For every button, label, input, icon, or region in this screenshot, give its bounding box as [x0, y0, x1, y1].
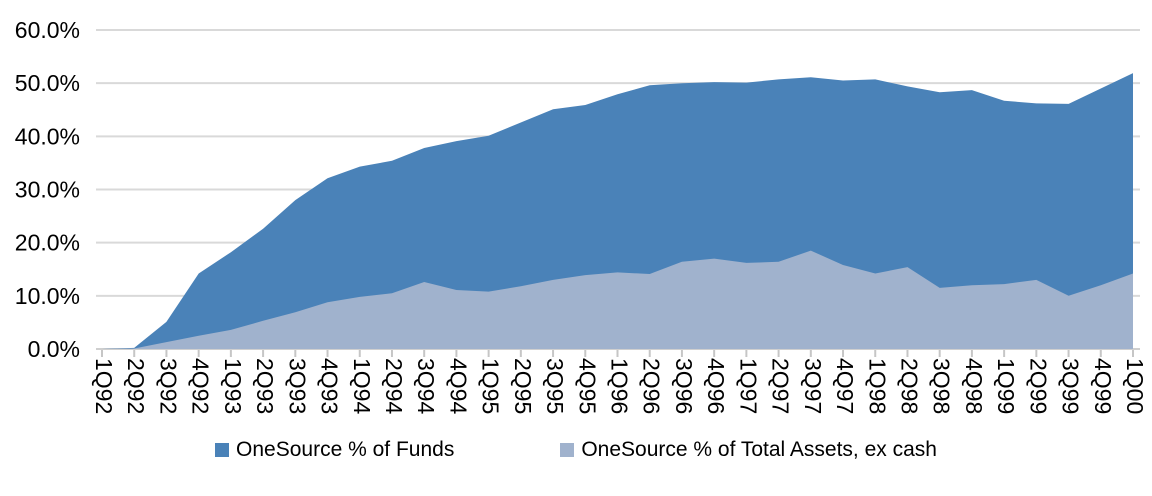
- area-assets: [102, 250, 1133, 349]
- x-axis-label: 3Q95: [542, 358, 568, 414]
- y-axis-label: 40.0%: [15, 123, 80, 149]
- y-axis-label: 0.0%: [28, 336, 80, 362]
- x-axis-label: 4Q94: [445, 358, 471, 414]
- x-axis-label: 2Q92: [123, 358, 149, 414]
- x-axis-label: 3Q94: [413, 358, 439, 414]
- x-axis-label: 2Q98: [896, 358, 922, 414]
- legend-label-assets: OneSource % of Total Assets, ex cash: [581, 438, 937, 461]
- y-axis-label: 30.0%: [15, 177, 80, 203]
- x-axis-label: 2Q94: [381, 358, 407, 414]
- x-axis-label: 3Q96: [671, 358, 697, 414]
- x-axis-label: 1Q95: [478, 358, 504, 414]
- chart-legend: OneSource % of Funds OneSource % of Tota…: [0, 438, 1152, 462]
- x-axis-label: 4Q99: [1090, 358, 1116, 414]
- x-axis-label: 1Q94: [349, 358, 375, 414]
- legend-swatch-funds: [215, 443, 230, 457]
- x-axis-label: 1Q93: [220, 358, 246, 414]
- x-axis-label: 1Q92: [91, 358, 117, 414]
- y-axis-label: 60.0%: [15, 17, 80, 43]
- x-axis-label: 3Q92: [155, 358, 181, 414]
- x-axis-label: 1Q96: [607, 358, 633, 414]
- x-axis-label: 4Q95: [574, 358, 600, 414]
- y-axis-label: 50.0%: [15, 70, 80, 96]
- x-axis-label: 1Q98: [864, 358, 890, 414]
- x-axis-label: 4Q98: [961, 358, 987, 414]
- y-axis-label: 10.0%: [15, 283, 80, 309]
- x-axis-label: 1Q97: [735, 358, 761, 414]
- x-axis-label: 2Q97: [768, 358, 794, 414]
- legend-swatch-assets: [560, 443, 575, 457]
- x-axis-label: 3Q98: [929, 358, 955, 414]
- x-axis-label: 3Q99: [1058, 358, 1084, 414]
- x-axis-label: 1Q00: [1122, 358, 1148, 414]
- x-axis-label: 4Q93: [317, 358, 343, 414]
- x-axis-label: 2Q99: [1025, 358, 1051, 414]
- legend-item-funds: OneSource % of Funds: [215, 438, 454, 462]
- x-axis-label: 1Q99: [993, 358, 1019, 414]
- x-axis-label: 2Q93: [252, 358, 278, 414]
- legend-label-funds: OneSource % of Funds: [236, 438, 455, 461]
- legend-item-assets: OneSource % of Total Assets, ex cash: [560, 438, 937, 462]
- x-axis-label: 2Q95: [510, 358, 536, 414]
- x-axis-label: 4Q96: [703, 358, 729, 414]
- x-axis-label: 3Q97: [800, 358, 826, 414]
- x-axis-label: 2Q96: [639, 358, 665, 414]
- y-axis-label: 20.0%: [15, 230, 80, 256]
- x-axis-label: 4Q97: [832, 358, 858, 414]
- x-axis-label: 3Q93: [284, 358, 310, 414]
- x-axis-label: 4Q92: [188, 358, 214, 414]
